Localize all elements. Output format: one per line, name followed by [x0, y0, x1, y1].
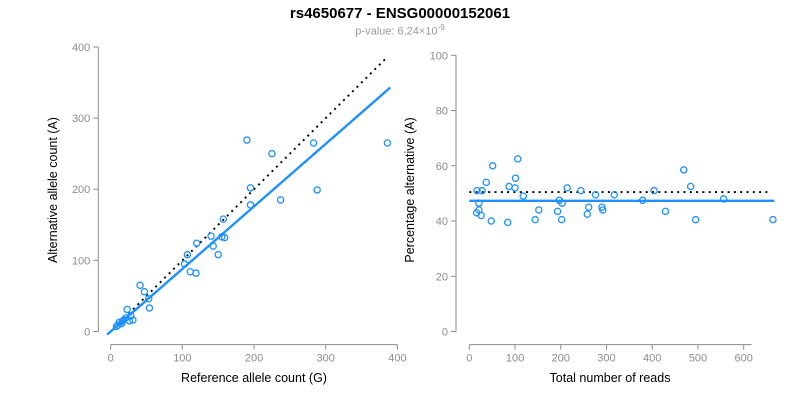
fit-line [106, 86, 392, 336]
data-point [313, 186, 321, 194]
data-point [505, 182, 513, 191]
data-point [610, 191, 619, 199]
data-point [220, 233, 229, 242]
data-point [140, 287, 149, 296]
data-point [686, 182, 695, 191]
data-point [246, 201, 255, 209]
data-point [475, 199, 483, 207]
data-point [591, 191, 600, 199]
y-tick-label: 100 [72, 255, 90, 267]
y-tick-label: 200 [72, 184, 90, 196]
x-tick-label: 100 [173, 353, 191, 365]
percentage-alternative-plot: 0 20 40 60 80 100 0 100 200 300 400 500 600 Total num… [403, 50, 777, 385]
data-point [276, 196, 285, 204]
data-point [553, 207, 562, 216]
y-axis-label: Percentage alternative (A) [403, 117, 417, 262]
data-point [192, 239, 201, 248]
data-point [243, 136, 251, 144]
data-point [487, 217, 496, 225]
data-point [192, 269, 200, 277]
x-axis-label: Reference allele count (G) [181, 371, 327, 385]
data-point [691, 215, 700, 224]
x-tick-label: 400 [643, 353, 661, 365]
data-point [214, 250, 222, 259]
data-point [207, 232, 215, 240]
data-point [144, 295, 153, 303]
data-point [599, 206, 607, 214]
y-tick-label: 100 [430, 50, 448, 62]
data-point [477, 211, 485, 220]
data-point [577, 186, 585, 195]
data-point [558, 199, 566, 207]
y-tick-label: 0 [84, 327, 90, 339]
x-tick-label: 0 [108, 353, 114, 365]
data-point [531, 215, 539, 224]
p-value-text: p-value: 6.24×10 [355, 25, 438, 38]
data-point [219, 215, 227, 223]
data-point [583, 210, 592, 218]
data-point [383, 139, 392, 147]
data-point [650, 186, 658, 195]
data-point [129, 316, 137, 324]
data-point [246, 184, 255, 192]
data-point [478, 186, 486, 195]
data-point [125, 317, 134, 325]
data-point [514, 155, 522, 163]
data-point [661, 207, 670, 216]
data-point [503, 218, 512, 227]
data-point [309, 139, 318, 147]
data-point [511, 174, 520, 182]
x-tick-label: 600 [735, 353, 753, 365]
y-tick-label: 300 [72, 113, 90, 125]
data-point [519, 192, 528, 200]
data-point [268, 149, 276, 158]
y-tick-label: 80 [436, 106, 448, 118]
identity-line [110, 56, 389, 333]
data-point [183, 250, 192, 259]
data-point [535, 206, 543, 214]
data-point [563, 184, 571, 192]
y-tick-label: 0 [442, 327, 448, 339]
data-point [557, 215, 566, 224]
x-tick-label: 300 [317, 353, 335, 365]
y-tick-label: 40 [436, 216, 448, 228]
data-point [584, 203, 593, 211]
x-tick-label: 300 [597, 353, 615, 365]
x-tick-label: 100 [506, 353, 524, 365]
data-point [680, 166, 688, 174]
x-tick-label: 200 [552, 353, 570, 365]
data-point [638, 196, 647, 205]
data-point [473, 186, 481, 195]
y-tick-label: 60 [436, 161, 448, 173]
x-tick-label: 500 [689, 353, 707, 365]
p-value-subtitle: p-value: 6.24×10-9 [0, 23, 800, 38]
x-tick-label: 400 [388, 353, 406, 365]
data-point [127, 312, 135, 320]
x-tick-label: 0 [466, 353, 472, 365]
data-point [136, 281, 144, 290]
allele-counts-plot: 0 100 200 300 400 0 100 200 300 400 Reference alle… [46, 42, 407, 385]
data-point [488, 162, 497, 170]
y-axis-label: Alternative allele count (A) [46, 117, 60, 263]
x-axis-label: Total number of reads [550, 371, 671, 385]
data-point [123, 305, 131, 314]
data-point [719, 195, 728, 203]
page-title: rs4650677 - ENSG00000152061 [289, 5, 511, 22]
data-point [511, 184, 519, 192]
y-tick-label: 400 [72, 42, 90, 54]
x-tick-label: 200 [245, 353, 263, 365]
data-point [145, 304, 154, 312]
data-point [482, 178, 490, 187]
p-value-exponent: -9 [437, 23, 445, 32]
data-point [769, 215, 777, 224]
data-point [209, 242, 217, 250]
y-tick-label: 20 [436, 271, 448, 283]
data-point [180, 260, 189, 268]
